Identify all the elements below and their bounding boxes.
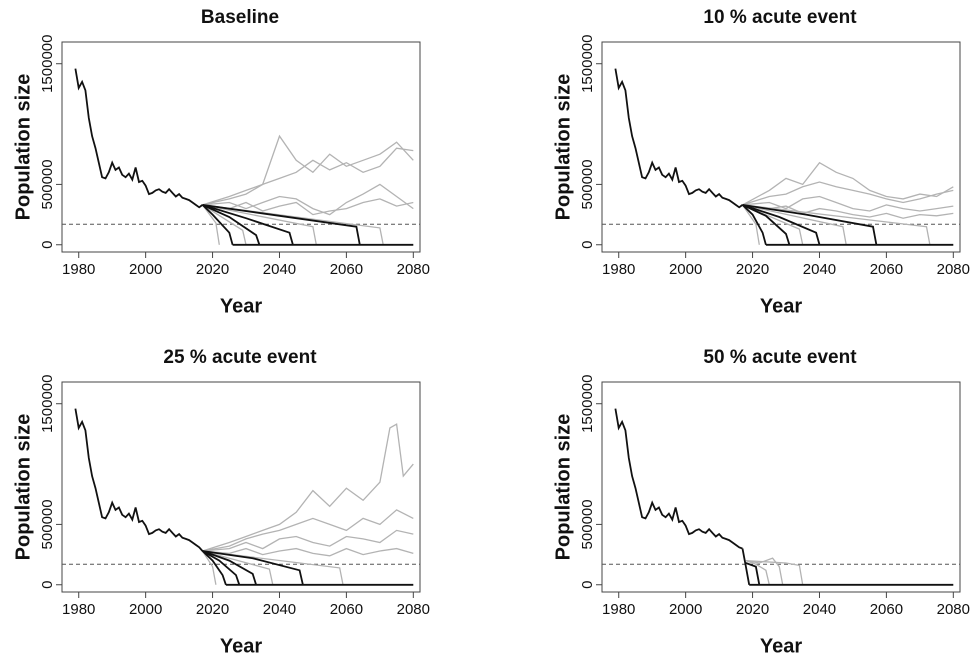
series-line <box>742 161 954 206</box>
panel-title: 10 % acute event <box>703 7 857 28</box>
series-line <box>201 204 234 246</box>
y-tick-label: 500000 <box>579 159 596 209</box>
series-line <box>202 550 344 585</box>
series-line <box>202 147 414 206</box>
x-axis-label: Year <box>760 635 802 654</box>
x-axis-label: Year <box>220 295 262 317</box>
series-line <box>202 550 241 586</box>
series-line <box>202 529 414 552</box>
x-tick-label: 2020 <box>196 601 229 618</box>
x-tick-label: 2080 <box>397 601 430 618</box>
series-line <box>202 550 257 586</box>
series-line <box>202 423 414 552</box>
y-tick-label: 1500000 <box>39 35 56 93</box>
series-line <box>201 550 217 585</box>
series-line <box>202 198 414 216</box>
y-tick-label: 500000 <box>39 159 56 209</box>
x-tick-label: 2000 <box>669 261 702 278</box>
x-axis-label: Year <box>760 295 802 317</box>
x-tick-label: 2080 <box>397 261 430 278</box>
x-tick-label: 2020 <box>196 261 229 278</box>
panel: 25 % acute event 0 500000 1500000 1980 2000 20… <box>12 347 430 654</box>
series-line <box>742 204 847 245</box>
series-line <box>742 195 954 212</box>
series-line <box>745 562 761 585</box>
panel: 50 % acute event 0 500000 1500000 1980 2000 20… <box>552 347 970 654</box>
series-line <box>741 204 767 246</box>
y-tick-label: 1500000 <box>579 35 596 93</box>
series-line <box>202 204 317 245</box>
series-line <box>741 204 760 245</box>
series-line <box>202 134 414 206</box>
x-tick-label: 2040 <box>263 261 296 278</box>
y-axis-label: Population size <box>552 414 574 561</box>
series-line <box>201 550 227 586</box>
series-line <box>614 408 743 550</box>
panel-title: 25 % acute event <box>163 347 317 368</box>
x-tick-label: 2040 <box>263 601 296 618</box>
series-line <box>745 559 770 585</box>
plot-frame <box>61 41 421 253</box>
series-line <box>202 204 261 246</box>
y-tick-label: 0 <box>39 241 56 249</box>
y-tick-label: 0 <box>579 581 596 589</box>
series-line <box>741 548 751 585</box>
x-tick-label: 2080 <box>937 261 970 278</box>
panel-title: 50 % acute event <box>703 347 857 368</box>
series-line <box>745 557 784 585</box>
series-line <box>742 181 954 206</box>
series-line <box>202 550 274 585</box>
x-tick-label: 2000 <box>129 601 162 618</box>
series-line <box>614 68 744 209</box>
panel: Baseline 0 500000 1500000 1980 2000 2020 2040 20… <box>12 7 430 317</box>
x-tick-label: 2000 <box>669 601 702 618</box>
x-tick-label: 2020 <box>736 601 769 618</box>
x-tick-label: 1980 <box>62 261 95 278</box>
panel-title: Baseline <box>201 7 279 28</box>
y-tick-label: 1500000 <box>579 375 596 433</box>
x-tick-label: 2060 <box>870 261 903 278</box>
series-line <box>202 547 414 557</box>
x-tick-label: 2020 <box>736 261 769 278</box>
series-line <box>202 550 304 585</box>
plot-frame <box>601 41 961 253</box>
y-tick-label: 0 <box>39 581 56 589</box>
x-tick-label: 2000 <box>129 261 162 278</box>
series-line <box>742 204 931 245</box>
x-tick-label: 2040 <box>803 261 836 278</box>
x-tick-label: 2060 <box>870 601 903 618</box>
x-tick-label: 2060 <box>330 261 363 278</box>
x-tick-label: 2080 <box>937 601 970 618</box>
series-line <box>745 559 804 585</box>
x-tick-label: 1980 <box>602 261 635 278</box>
panel: 10 % acute event 0 500000 1500000 1980 2000 20… <box>552 7 970 317</box>
x-tick-label: 1980 <box>602 601 635 618</box>
series-line <box>202 204 361 245</box>
series-line <box>201 204 220 245</box>
series-line <box>742 204 791 246</box>
y-tick-label: 0 <box>579 241 596 249</box>
x-tick-label: 2040 <box>803 601 836 618</box>
series-line <box>202 204 294 246</box>
series-line <box>202 183 414 216</box>
y-axis-label: Population size <box>12 74 34 221</box>
series-line <box>74 408 204 552</box>
y-tick-label: 500000 <box>39 499 56 549</box>
x-tick-label: 1980 <box>62 601 95 618</box>
x-axis-label: Year <box>220 635 262 654</box>
y-axis-label: Population size <box>12 414 34 561</box>
series-line <box>74 68 204 209</box>
series-line <box>742 204 878 245</box>
series-line <box>202 204 247 245</box>
y-tick-label: 500000 <box>579 499 596 549</box>
series-line <box>202 509 414 552</box>
plot-frame <box>61 381 421 593</box>
x-tick-label: 2060 <box>330 601 363 618</box>
plot-frame <box>601 381 961 593</box>
series-line <box>742 204 821 246</box>
series-line <box>742 204 954 219</box>
y-tick-label: 1500000 <box>39 375 56 433</box>
y-axis-label: Population size <box>552 74 574 221</box>
